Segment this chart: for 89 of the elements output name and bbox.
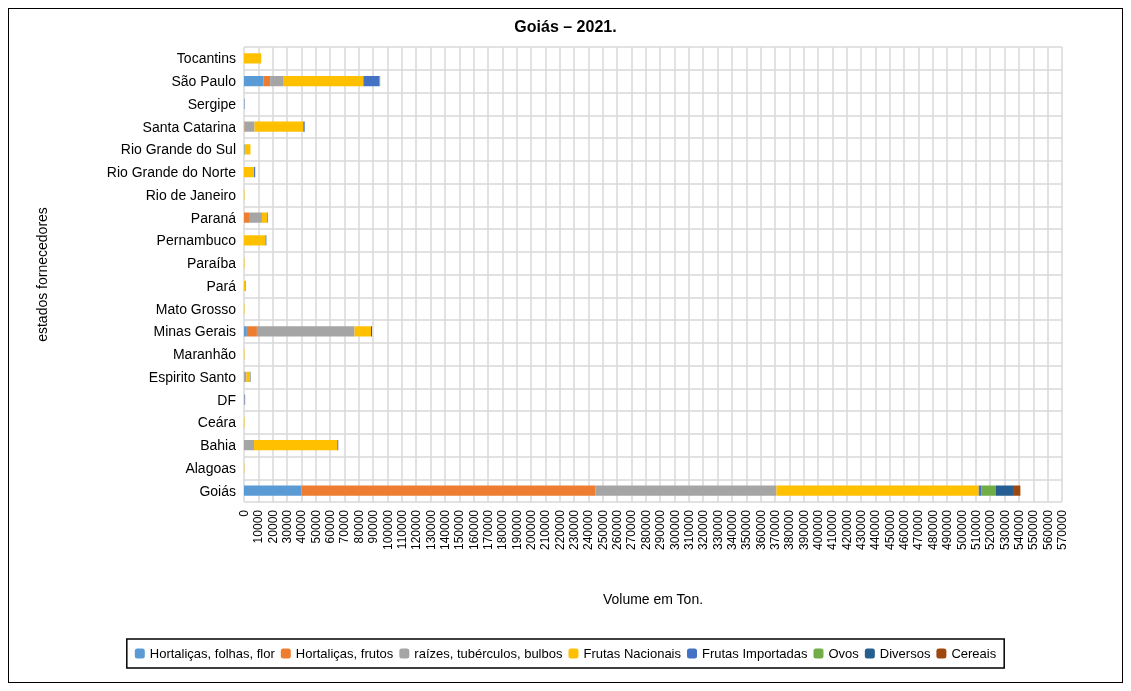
x-tick-label: 470000 (911, 509, 926, 551)
legend-label: raízes, tubérculos, bulbos (414, 646, 563, 661)
y-tick-label: Pernambuco (156, 232, 237, 249)
x-tick-label: 40000 (294, 509, 309, 544)
x-tick-label: 250000 (595, 509, 610, 551)
x-tick-label: 260000 (610, 509, 625, 551)
x-tick-label: 190000 (509, 509, 524, 551)
x-tick-label: 0 (237, 509, 251, 517)
y-tick-label: Minas Gerais (153, 323, 236, 340)
x-tick-label: 530000 (997, 509, 1012, 551)
y-tick-label: Paraná (190, 209, 237, 226)
x-tick-label: 360000 (753, 509, 768, 551)
x-tick-label: 70000 (337, 509, 352, 544)
y-tick-label: Ceára (197, 414, 237, 431)
x-tick-label: 10000 (251, 509, 266, 544)
x-tick-label: 150000 (452, 509, 467, 551)
x-tick-label: 330000 (710, 509, 725, 551)
x-axis-title: Volume em Ton. (602, 591, 704, 607)
x-tick-label: 270000 (624, 509, 639, 551)
x-tick-label: 300000 (667, 509, 682, 551)
x-tick-label: 440000 (868, 509, 883, 551)
x-tick-label: 420000 (839, 509, 854, 551)
y-tick-label: Santa Catarina (142, 118, 237, 135)
x-tick-label: 110000 (394, 509, 409, 550)
x-tick-label: 570000 (1055, 509, 1069, 551)
legend-label: Frutas Importadas (702, 646, 808, 661)
x-tick-label: 500000 (954, 509, 969, 551)
x-tick-label: 370000 (767, 509, 782, 551)
x-tick-label: 210000 (538, 509, 553, 551)
y-tick-label: Goiás (199, 482, 236, 499)
x-tick-label: 400000 (811, 509, 826, 551)
x-tick-label: 240000 (581, 509, 596, 551)
legend-label: Diversos (879, 646, 931, 661)
y-tick-label: Tocantins (176, 50, 236, 67)
x-tick-label: 160000 (466, 509, 481, 551)
x-tick-label: 520000 (983, 509, 998, 551)
x-tick-label: 230000 (567, 509, 582, 551)
x-tick-label: 310000 (681, 509, 696, 551)
x-tick-label: 220000 (552, 509, 567, 551)
y-tick-label: Alagoas (185, 459, 236, 476)
x-tick-label: 140000 (437, 509, 452, 551)
x-tick-label: 290000 (653, 509, 668, 551)
x-tick-label: 320000 (696, 509, 711, 551)
y-tick-label: Rio de Janeiro (145, 186, 237, 203)
x-tick-label: 130000 (423, 509, 438, 551)
x-tick-label: 200000 (524, 509, 539, 551)
legend-label: Ovos (828, 646, 860, 661)
y-tick-label: Mato Grosso (155, 300, 237, 317)
x-tick-label: 430000 (854, 509, 869, 551)
legend-label: Hortaliças, frutos (295, 646, 394, 661)
x-tick-label: 340000 (724, 509, 739, 551)
legend-label: Hortaliças, folhas, flor (149, 646, 276, 661)
x-tick-label: 480000 (925, 509, 940, 551)
chart-title: Goiás – 2021. (514, 17, 617, 35)
x-tick-label: 20000 (265, 509, 280, 544)
y-tick-label: Paraíba (186, 255, 237, 272)
y-tick-label: Pará (206, 277, 237, 294)
y-tick-label: Rio Grande do Norte (106, 164, 237, 181)
x-tick-label: 60000 (323, 509, 338, 544)
y-tick-label: Espirito Santo (148, 368, 237, 385)
x-tick-label: 350000 (739, 509, 754, 551)
x-tick-label: 390000 (796, 509, 811, 551)
x-tick-label: 50000 (308, 509, 323, 544)
x-tick-label: 490000 (940, 509, 955, 551)
y-tick-label: São Paulo (171, 73, 237, 90)
x-tick-label: 180000 (495, 509, 510, 551)
x-tick-label: 550000 (1026, 509, 1041, 551)
y-tick-label: Maranhão (172, 346, 237, 363)
x-tick-label: 460000 (897, 509, 912, 551)
x-tick-label: 510000 (968, 509, 983, 551)
y-tick-label: Bahia (200, 437, 237, 454)
x-tick-label: 100000 (380, 509, 395, 551)
x-tick-label: 170000 (480, 509, 495, 551)
x-tick-label: 450000 (882, 509, 897, 551)
legend-label: Frutas Nacionais (583, 646, 682, 661)
x-tick-label: 80000 (351, 509, 366, 544)
x-tick-label: 380000 (782, 509, 797, 551)
y-tick-label: DF (217, 391, 236, 408)
y-axis-title: estados fornecedores (34, 207, 50, 342)
x-tick-label: 540000 (1011, 509, 1026, 551)
y-tick-label: Rio Grande do Sul (120, 141, 236, 158)
x-tick-label: 120000 (409, 509, 424, 551)
x-tick-label: 90000 (366, 509, 381, 544)
legend-label: Cereais (951, 646, 997, 661)
x-tick-label: 410000 (825, 509, 840, 551)
x-tick-label: 30000 (280, 509, 295, 544)
y-tick-label: Sergipe (187, 95, 237, 112)
x-tick-label: 560000 (1040, 509, 1055, 551)
x-tick-label: 280000 (638, 509, 653, 551)
